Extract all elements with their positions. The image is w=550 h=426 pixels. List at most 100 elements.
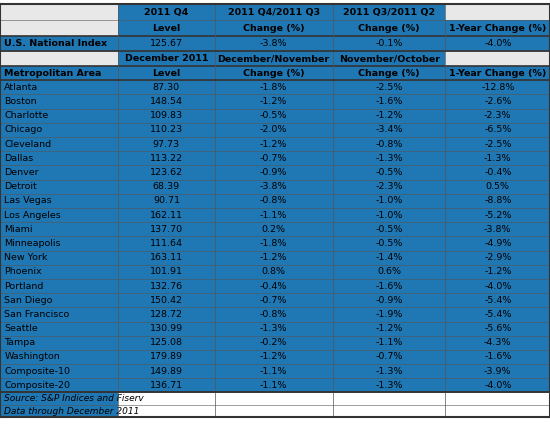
Bar <box>446 36 550 52</box>
Bar <box>446 109 550 123</box>
Bar <box>214 151 333 165</box>
Bar <box>446 250 550 265</box>
Bar <box>118 265 214 279</box>
Bar <box>0 66 118 80</box>
Bar <box>118 350 214 364</box>
Bar <box>214 80 333 95</box>
Bar <box>0 322 118 336</box>
Text: -1.6%: -1.6% <box>484 352 512 362</box>
Bar <box>118 151 214 165</box>
Bar <box>333 364 446 378</box>
Bar <box>118 109 214 123</box>
Text: Charlotte: Charlotte <box>4 111 48 120</box>
Bar <box>0 364 118 378</box>
Text: -0.7%: -0.7% <box>260 296 287 305</box>
Bar <box>0 279 118 293</box>
Bar <box>333 236 446 250</box>
Bar <box>0 405 118 417</box>
Text: 148.54: 148.54 <box>150 97 183 106</box>
Text: -8.8%: -8.8% <box>484 196 512 205</box>
Bar <box>333 66 446 80</box>
Bar <box>118 364 214 378</box>
Bar <box>214 336 333 350</box>
Bar <box>118 307 214 322</box>
Text: -4.9%: -4.9% <box>484 239 512 248</box>
Text: -1.1%: -1.1% <box>260 381 287 390</box>
Bar <box>214 95 333 109</box>
Bar <box>118 250 214 265</box>
Bar <box>214 322 333 336</box>
Bar <box>214 265 333 279</box>
Bar <box>446 364 550 378</box>
Text: -1.3%: -1.3% <box>375 367 403 376</box>
Bar <box>118 137 214 151</box>
Text: -2.9%: -2.9% <box>484 253 512 262</box>
Bar <box>118 66 214 80</box>
Bar <box>333 250 446 265</box>
Text: -3.8%: -3.8% <box>260 182 287 191</box>
Bar <box>214 165 333 180</box>
Text: -3.8%: -3.8% <box>484 225 512 234</box>
Bar <box>118 307 214 322</box>
Bar <box>0 222 118 236</box>
Bar <box>214 180 333 194</box>
Bar <box>214 378 333 392</box>
Bar <box>214 350 333 364</box>
Text: -5.2%: -5.2% <box>484 210 512 219</box>
Bar <box>446 123 550 137</box>
Bar <box>446 123 550 137</box>
Bar <box>333 137 446 151</box>
Text: -2.3%: -2.3% <box>484 111 512 120</box>
Bar <box>333 336 446 350</box>
Bar <box>446 293 550 307</box>
Bar <box>333 378 446 392</box>
Bar <box>118 364 214 378</box>
Bar <box>214 208 333 222</box>
Bar <box>446 350 550 364</box>
Bar <box>446 222 550 236</box>
Bar <box>333 95 446 109</box>
Text: -4.0%: -4.0% <box>484 282 512 291</box>
Bar <box>118 322 214 336</box>
Bar <box>0 194 118 208</box>
Text: Dallas: Dallas <box>4 154 34 163</box>
Bar <box>214 4 333 20</box>
Bar <box>118 165 214 180</box>
Text: -0.8%: -0.8% <box>376 140 403 149</box>
Bar <box>446 222 550 236</box>
Bar <box>214 4 333 20</box>
Bar <box>0 194 118 208</box>
Text: -5.4%: -5.4% <box>484 310 512 319</box>
Bar <box>214 265 333 279</box>
Text: -1.3%: -1.3% <box>260 324 287 333</box>
Bar <box>0 336 118 350</box>
Bar <box>214 52 333 66</box>
Bar <box>446 279 550 293</box>
Bar <box>214 392 333 405</box>
Text: Denver: Denver <box>4 168 39 177</box>
Bar <box>214 194 333 208</box>
Bar <box>0 109 118 123</box>
Text: 136.71: 136.71 <box>150 381 183 390</box>
Bar <box>0 52 118 66</box>
Bar <box>118 52 214 66</box>
Text: 109.83: 109.83 <box>150 111 183 120</box>
Bar <box>333 80 446 95</box>
Bar <box>214 151 333 165</box>
Bar <box>333 364 446 378</box>
Bar <box>118 336 214 350</box>
Bar <box>333 20 446 36</box>
Text: -3.4%: -3.4% <box>375 125 403 135</box>
Bar <box>0 392 118 405</box>
Bar <box>0 208 118 222</box>
Text: 179.89: 179.89 <box>150 352 183 362</box>
Bar <box>118 378 214 392</box>
Text: San Diego: San Diego <box>4 296 53 305</box>
Bar <box>0 293 118 307</box>
Bar <box>333 151 446 165</box>
Bar <box>118 123 214 137</box>
Bar <box>333 52 446 66</box>
Bar <box>118 66 214 80</box>
Bar <box>0 137 118 151</box>
Bar <box>333 109 446 123</box>
